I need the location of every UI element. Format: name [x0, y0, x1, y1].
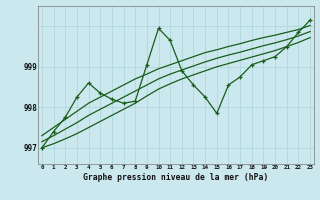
X-axis label: Graphe pression niveau de la mer (hPa): Graphe pression niveau de la mer (hPa) — [84, 173, 268, 182]
